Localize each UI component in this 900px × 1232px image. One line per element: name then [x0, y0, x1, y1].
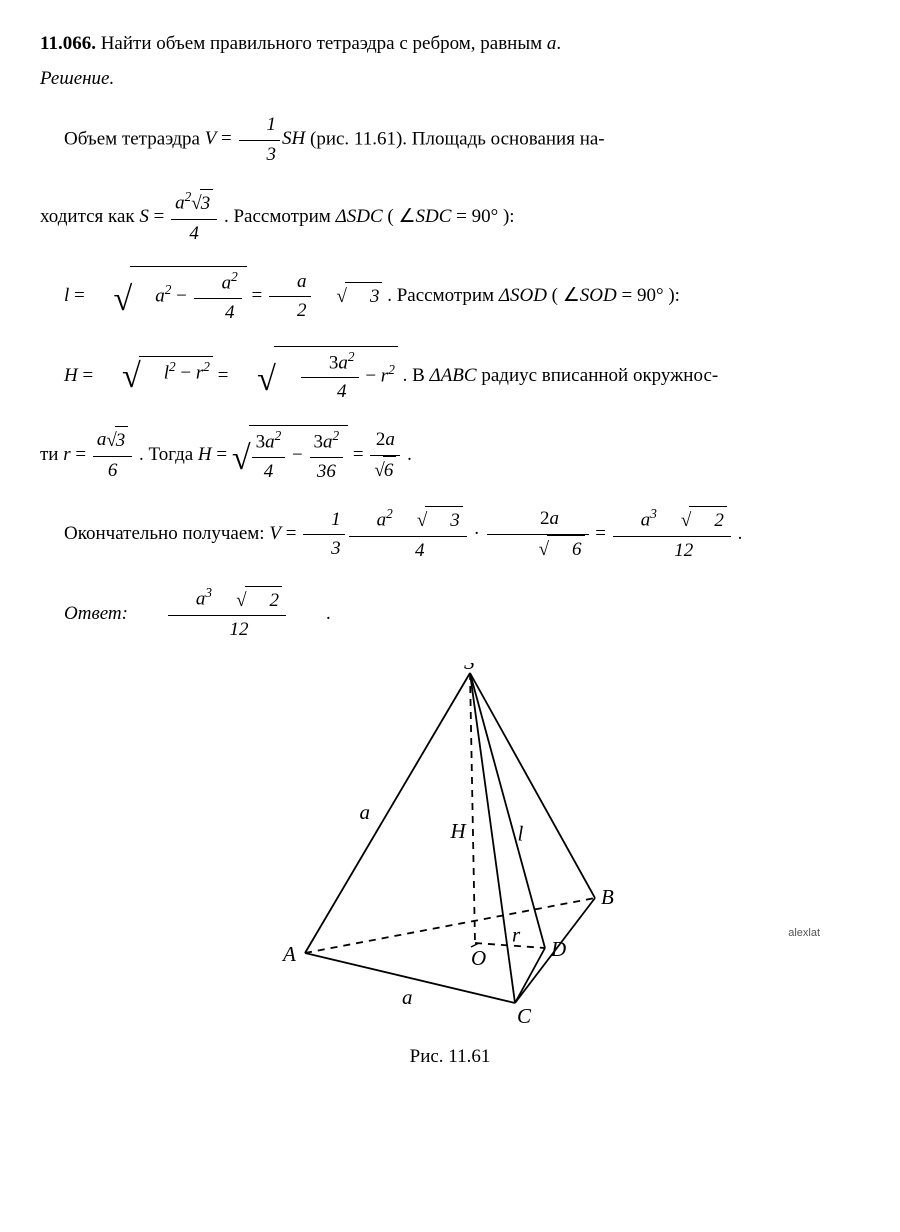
- formula-l: l = a2 − a24 = a23: [64, 285, 387, 306]
- p1a: Объем тетраэдра: [64, 128, 205, 149]
- p4b: радиус вписанной окружнос-: [481, 365, 718, 386]
- para-5: ти r = a36 . Тогда H = 3a24 − 3a236 = 2a…: [40, 425, 860, 486]
- p6a: Окончательно получаем:: [64, 523, 269, 544]
- problem-header: 11.066. Найти объем правильного тетраэдр…: [40, 30, 860, 59]
- svg-text:A: A: [281, 942, 296, 966]
- svg-text:O: O: [471, 946, 486, 970]
- formula-V-final: V = 13a234 · 2a6 = a3212: [269, 523, 737, 544]
- svg-text:S: S: [464, 663, 475, 674]
- formula-H: H = l2 − r2 = 3a24 − r2: [64, 365, 403, 386]
- formula-H2: H = 3a24 − 3a236 = 2a6: [198, 444, 407, 465]
- para-3: l = a2 − a24 = a23 . Рассмотрим ΔSOD ( ∠…: [40, 266, 860, 327]
- svg-text:l: l: [518, 821, 524, 845]
- para-2: ходится как S = a234 . Рассмотрим ΔSDC (…: [40, 187, 860, 248]
- problem-var: a: [547, 33, 557, 54]
- answer-row: Ответ: a3212 .: [40, 583, 860, 644]
- problem-statement: Найти объем правильного тетраэдра с ребр…: [101, 33, 542, 54]
- p3a: . Рассмотрим: [387, 285, 499, 306]
- problem-number: 11.066.: [40, 33, 96, 54]
- p1b: (рис. 11.61). Площадь основания на-: [310, 128, 605, 149]
- angle-sdc: ( ∠SDC = 90° ):: [387, 206, 514, 227]
- solution-label: Решение.: [40, 65, 860, 94]
- svg-text:C: C: [517, 1004, 532, 1028]
- watermark: alexlat: [788, 925, 820, 942]
- p2b: . Рассмотрим: [224, 206, 336, 227]
- p6b: .: [738, 523, 743, 544]
- formula-r: r = a36: [63, 444, 139, 465]
- angle-sod: ( ∠SOD = 90° ):: [552, 285, 680, 306]
- tetrahedron-diagram: S A B C D Oa a Hl r: [240, 663, 660, 1033]
- triangle-sod: ΔSOD: [499, 285, 547, 306]
- figure-wrap: S A B C D Oa a Hl r alexlat Рис. 11.61: [40, 663, 860, 1072]
- p5c: .: [407, 444, 412, 465]
- formula-S: S = a234: [139, 206, 224, 227]
- svg-text:a: a: [402, 985, 413, 1009]
- formula-V: V = 13SH: [205, 128, 310, 149]
- p5b: . Тогда: [139, 444, 198, 465]
- para-4: H = l2 − r2 = 3a24 − r2 . В ΔABC радиус …: [40, 346, 860, 407]
- answer-label: Ответ:: [40, 600, 128, 629]
- svg-text:H: H: [450, 819, 468, 843]
- p4a: . В: [403, 365, 430, 386]
- p5a: ти: [40, 444, 63, 465]
- problem-period: .: [556, 33, 561, 54]
- svg-text:D: D: [550, 937, 566, 961]
- answer-period: .: [302, 600, 331, 629]
- svg-text:r: r: [512, 922, 521, 946]
- figure-caption: Рис. 11.61: [40, 1043, 860, 1072]
- answer-formula: a3212: [142, 583, 288, 644]
- p2a: ходится как: [40, 206, 139, 227]
- triangle-sdc: ΔSDC: [336, 206, 383, 227]
- svg-text:B: B: [601, 885, 614, 909]
- para-6: Окончательно получаем: V = 13a234 · 2a6 …: [40, 504, 860, 565]
- svg-text:a: a: [360, 800, 371, 824]
- para-1: Объем тетраэдра V = 13SH (рис. 11.61). П…: [40, 111, 860, 169]
- triangle-abc: ΔABC: [430, 365, 477, 386]
